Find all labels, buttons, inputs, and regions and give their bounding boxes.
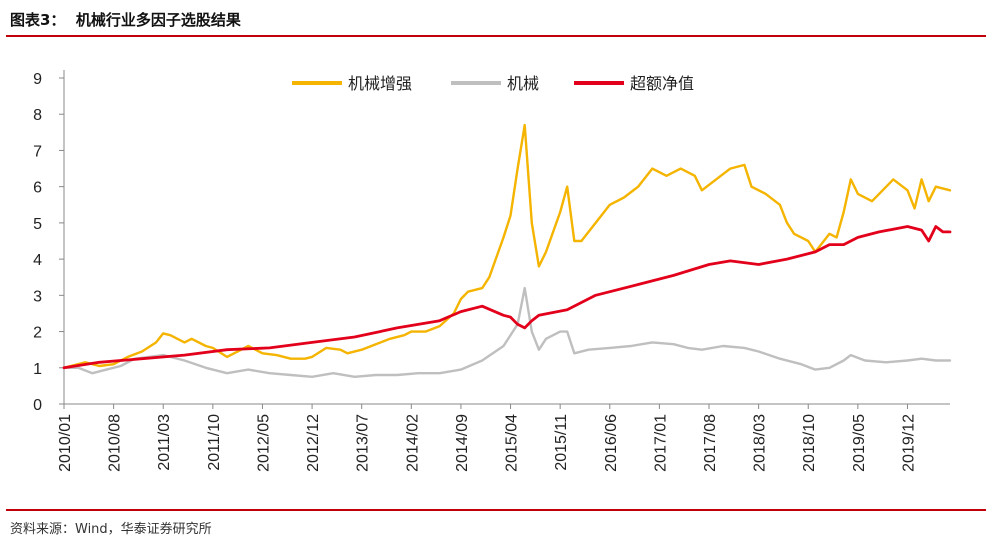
legend-label-1: 机械增强 [348, 74, 412, 93]
y-axis-ticks: 0 1 2 3 4 5 6 7 8 9 [33, 71, 64, 414]
x-tick-label: 2017/01 [652, 414, 669, 472]
y-tick-label: 9 [33, 71, 42, 88]
x-axis-ticks: 2010/01 2010/08 2011/03 2011/10 2012/05 2012/… [57, 404, 917, 472]
x-tick-label: 2014/09 [454, 414, 471, 472]
x-tick-label: 2014/02 [404, 414, 421, 472]
series-line-1 [62, 123, 952, 369]
x-tick-label: 2016/06 [603, 414, 620, 472]
y-tick-label: 5 [33, 216, 42, 233]
y-tick-label: 2 [33, 325, 42, 342]
x-tick-label: 2012/05 [255, 414, 272, 472]
y-tick-label: 4 [33, 252, 42, 269]
x-tick-label: 2011/03 [156, 414, 173, 471]
chart-axes [63, 70, 950, 405]
x-tick-label: 2019/12 [900, 414, 917, 472]
x-tick-label: 2017/08 [702, 414, 719, 472]
x-tick-label: 2012/12 [305, 414, 322, 472]
top-divider [6, 35, 986, 37]
y-tick-label: 6 [33, 180, 42, 197]
legend: 机械增强 机械 超额净值 [292, 74, 694, 93]
y-tick-label: 7 [33, 143, 42, 160]
chart-title: 图表3： 机械行业多因子选股结果 [10, 11, 241, 29]
x-tick-label: 2018/03 [752, 414, 769, 472]
y-tick-label: 3 [33, 288, 42, 305]
legend-label-3: 超额净值 [630, 74, 694, 93]
bottom-divider [6, 509, 986, 511]
legend-label-2: 机械 [507, 74, 539, 93]
x-tick-label: 2010/01 [57, 414, 74, 472]
series-lines [62, 123, 952, 378]
x-tick-label: 2015/04 [504, 414, 521, 472]
series-line-2 [62, 286, 952, 378]
source-note: 资料来源：Wind，华泰证券研究所 [10, 522, 212, 537]
x-tick-label: 2011/10 [206, 414, 223, 471]
y-tick-label: 1 [33, 361, 42, 378]
x-tick-label: 2015/11 [553, 414, 570, 471]
x-tick-label: 2013/07 [355, 414, 372, 472]
x-tick-label: 2010/08 [107, 414, 124, 472]
series-line-3 [62, 225, 952, 370]
y-tick-label: 8 [33, 107, 42, 124]
x-tick-label: 2018/10 [801, 414, 818, 472]
y-tick-label: 0 [33, 397, 42, 414]
x-tick-label: 2019/05 [851, 414, 868, 472]
